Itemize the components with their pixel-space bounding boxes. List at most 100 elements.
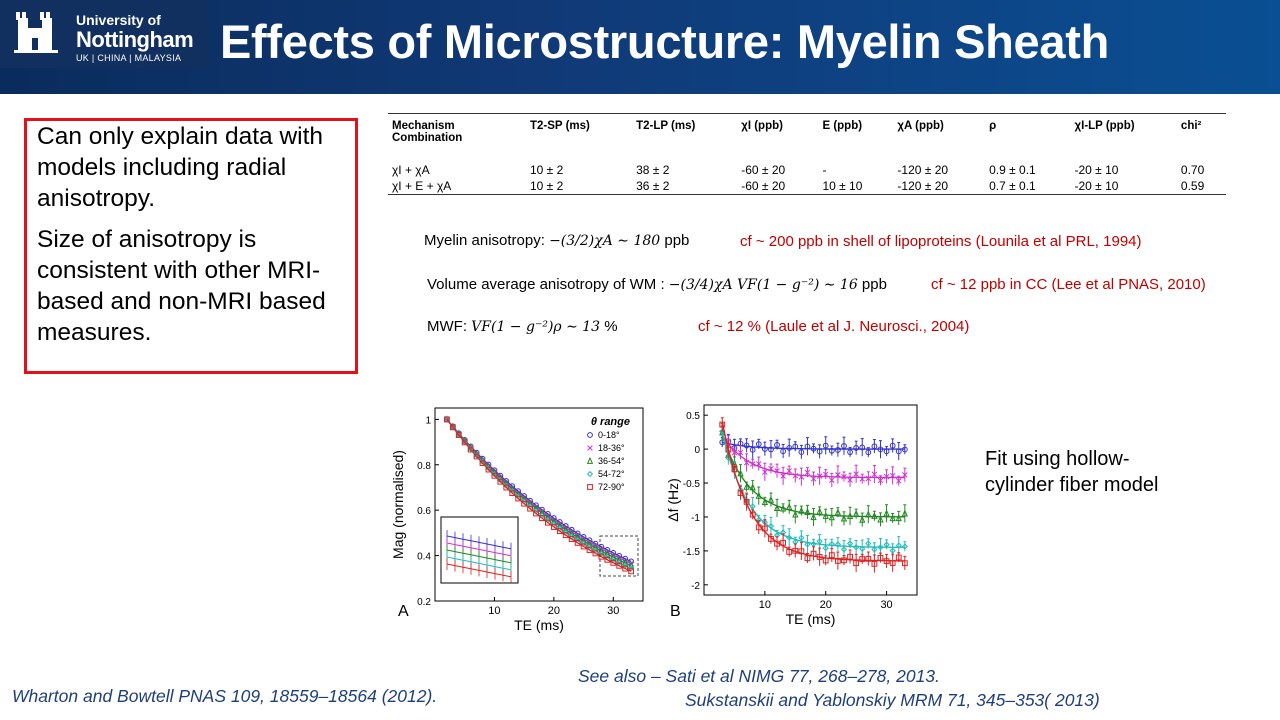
wm-unit: ppb	[861, 276, 887, 293]
data-point	[895, 478, 902, 484]
data-point	[883, 448, 890, 455]
data-point	[804, 469, 811, 476]
series-5	[719, 417, 908, 573]
data-point	[895, 448, 902, 455]
data-point	[786, 502, 793, 510]
data-point	[846, 540, 854, 547]
y-tick-label: -1	[691, 513, 700, 524]
data-point	[841, 557, 847, 564]
data-point	[865, 475, 872, 482]
table-header-cell: E (ppb)	[822, 120, 863, 132]
data-point	[792, 510, 799, 518]
logo-line-3: UK | CHINA | MALAYSIA	[76, 53, 182, 63]
data-point	[443, 416, 450, 423]
data-point	[755, 441, 762, 448]
data-point	[804, 555, 811, 562]
data-point	[853, 560, 860, 567]
data-point	[768, 446, 774, 453]
data-point	[840, 546, 848, 553]
data-point	[587, 484, 593, 490]
data-point	[762, 469, 768, 475]
series-1	[719, 433, 908, 461]
y-tick-label: 0.6	[417, 506, 431, 517]
data-point	[816, 507, 823, 515]
table-header-cell: χI-LP (ppb)	[1074, 120, 1135, 132]
plot-frame	[703, 404, 918, 596]
data-point	[749, 503, 756, 510]
mwf-row: MWF: VF(1 − g⁻²)ρ ∼ 13 %	[427, 318, 618, 335]
data-point	[737, 469, 744, 477]
data-point	[743, 498, 750, 505]
data-point	[829, 477, 835, 483]
x-tick-label: 20	[820, 599, 832, 611]
data-point	[895, 514, 902, 522]
data-point	[877, 544, 884, 551]
x-tick-label: 10	[488, 605, 500, 617]
panel-b-chart: 10 20 30 0.5 0 -0.5 -1 -1.5 -2 TE (ms) Δf (Hz)	[665, 404, 918, 627]
x-axis-label: TE (ms)	[514, 617, 564, 633]
table-cell: 0.9 ± 0.1	[989, 163, 1036, 177]
data-point	[847, 553, 853, 560]
data-point	[455, 432, 462, 438]
data-point	[767, 523, 775, 530]
data-point	[810, 476, 817, 482]
zoom-box	[599, 535, 639, 577]
mwf-label: MWF:	[427, 318, 467, 335]
data-point	[521, 500, 528, 507]
x-tick-label: 30	[607, 605, 619, 617]
data-point	[889, 514, 896, 522]
data-point	[834, 447, 841, 453]
data-point	[737, 449, 744, 456]
data-point	[568, 536, 575, 543]
data-point	[859, 556, 866, 562]
data-point	[479, 460, 486, 467]
data-point	[461, 439, 468, 446]
data-point	[902, 472, 908, 478]
see-also-reference-1: See also – Sati et al NIMG 77, 268–278, …	[578, 666, 940, 686]
data-point	[834, 541, 841, 548]
data-point	[792, 547, 799, 554]
data-point	[574, 539, 581, 546]
table-header-cell: chi²	[1180, 120, 1202, 132]
slide-header: University of Nottingham UK | CHINA | MA…	[0, 0, 1280, 94]
table-cell: 10 ± 2	[530, 163, 564, 177]
data-point	[883, 473, 890, 480]
y-tick-label: 0.8	[417, 461, 431, 472]
table-cell: 0.7 ± 0.1	[989, 179, 1036, 193]
data-point	[587, 432, 593, 438]
y-tick-label: 1	[425, 415, 431, 426]
table-header-cell: T2-LP (ms)	[636, 120, 696, 132]
myelin-unit: ppb	[664, 232, 690, 249]
table-cell: -60 ± 20	[741, 163, 786, 177]
slide-title: Effects of Microstructure: Myelin Sheath	[220, 15, 1109, 68]
data-point	[556, 528, 563, 535]
table-header-cell: χA (ppb)	[897, 120, 944, 132]
wm-label: Volume average anisotropy of WM :	[427, 276, 665, 293]
data-point	[767, 495, 775, 503]
data-point	[847, 449, 853, 456]
data-point	[877, 515, 884, 523]
data-point	[877, 554, 884, 561]
data-point	[810, 513, 817, 521]
data-point	[804, 443, 811, 450]
data-point	[719, 421, 726, 428]
data-point	[846, 511, 854, 519]
data-point	[901, 509, 909, 517]
y-tick-label: 0	[694, 445, 700, 456]
table-header-cell: Mechanism Combination	[392, 120, 463, 144]
data-point	[774, 468, 780, 474]
data-point	[889, 442, 896, 449]
y-tick-label: -2	[691, 581, 700, 592]
data-point	[755, 491, 762, 499]
legend-item: 0-18°	[598, 430, 620, 440]
wm-anisotropy-row: Volume average anisotropy of WM : −(3/4)…	[427, 276, 887, 293]
data-point	[761, 446, 768, 452]
data-point	[840, 514, 848, 522]
university-logo: University of Nottingham UK | CHINA | MA…	[0, 0, 208, 68]
data-point	[586, 456, 594, 464]
data-point	[871, 560, 878, 567]
data-point	[798, 534, 805, 541]
mwf-citation: cf ~ 12 % (Laule et al J. Neurosci., 200…	[698, 318, 970, 335]
data-point	[852, 509, 860, 517]
data-point	[485, 466, 492, 473]
